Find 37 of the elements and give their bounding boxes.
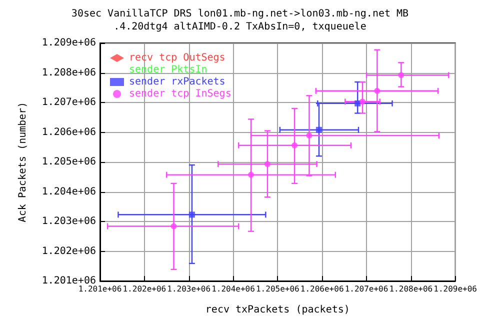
x-tick-label: 1.206e+06 xyxy=(300,284,344,294)
y-axis-title: Ack Packets (number) xyxy=(18,102,28,222)
point xyxy=(360,98,366,105)
point xyxy=(316,126,322,133)
y-tick-label: 1.206e+06 xyxy=(42,126,96,138)
x-tick-label: 1.208e+06 xyxy=(389,284,433,294)
point xyxy=(354,100,361,106)
chart-title: 30sec VanillaTCP DRS lon01.mb-ng.net->lon03.mb-ng.net MB xyxy=(71,8,409,20)
x-tick-label: 1.201e+06 xyxy=(78,284,122,294)
x-tick-label: 1.204e+06 xyxy=(212,284,256,294)
y-tick-label: 1.208e+06 xyxy=(42,67,96,78)
point xyxy=(248,172,254,178)
y-tick-label: 1.205e+06 xyxy=(42,156,96,168)
point xyxy=(306,132,312,139)
x-tick-label: 1.205e+06 xyxy=(256,284,300,294)
point xyxy=(292,142,298,148)
point xyxy=(398,72,404,78)
x-tick-label: 1.207e+06 xyxy=(344,284,388,294)
y-tick-label: 1.209e+06 xyxy=(42,38,96,48)
y-tick-label: 1.203e+06 xyxy=(42,216,96,227)
legend-label: recv tcp OutSegs xyxy=(129,52,226,64)
point xyxy=(374,88,380,94)
point xyxy=(188,212,195,218)
point xyxy=(170,223,177,230)
x-axis-title: recv txPackets (packets) xyxy=(205,304,350,316)
y-tick-label: 1.207e+06 xyxy=(42,97,96,108)
y-tick-label: 1.202e+06 xyxy=(42,246,96,257)
x-tick-label: 1.203e+06 xyxy=(167,284,211,294)
legend-label: sender rxPackets xyxy=(129,76,226,88)
y-tick-label: 1.204e+06 xyxy=(42,186,96,198)
y-tick-label: 1.201e+06 xyxy=(42,276,96,286)
legend-label: sender tcp InSegs xyxy=(129,88,232,100)
x-tick-label: 1.202e+06 xyxy=(122,284,166,294)
chart-subtitle: .4.20dtg4 altAIMD-0.2 TxAbsIn=0, txqueuele xyxy=(114,22,366,32)
point xyxy=(264,161,270,168)
legend-label: sender PktsIn xyxy=(129,64,208,76)
x-tick-label: 1.209e+06 xyxy=(434,284,478,294)
